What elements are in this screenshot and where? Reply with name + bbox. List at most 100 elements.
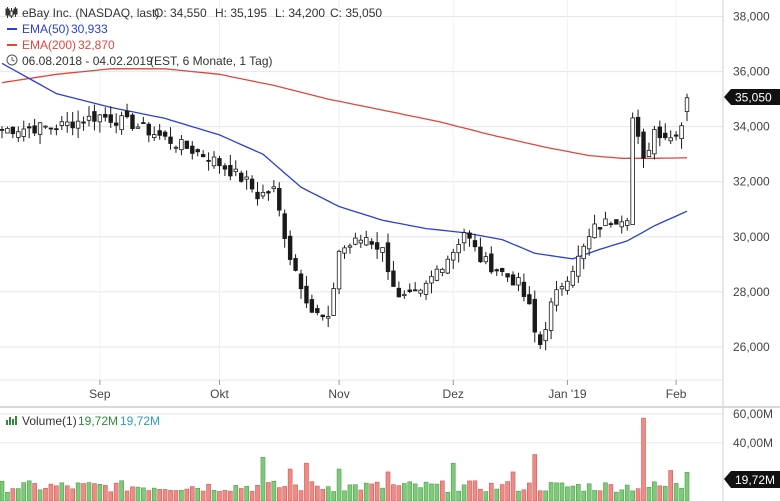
volume-bar-down	[184, 488, 190, 501]
date-tick-label: Jan '19	[548, 387, 587, 401]
date-tick-label: Feb	[666, 387, 687, 401]
ema200-legend-label: EMA(200)	[22, 38, 76, 52]
volume-bar-up	[570, 485, 576, 501]
volume-bar-up	[434, 483, 440, 501]
candle-up	[646, 149, 652, 158]
candle-down	[657, 126, 663, 139]
volume-bar-up	[673, 483, 679, 501]
candle-down	[26, 126, 32, 129]
candle-up	[244, 176, 249, 180]
volume-bar-down	[102, 485, 108, 501]
candle-up	[418, 289, 423, 294]
candle-up	[451, 251, 456, 261]
volume-bar-down	[43, 487, 48, 501]
candle-up	[603, 218, 608, 226]
candle-down	[663, 132, 668, 139]
candle-up	[668, 137, 673, 142]
volume-bar-up	[548, 482, 554, 501]
candle-down	[10, 126, 16, 135]
volume-bar-down	[527, 482, 532, 501]
legend-low: L: 34,200	[275, 6, 325, 20]
volume-bar-down	[54, 485, 59, 501]
candle-down	[369, 241, 374, 245]
price-tick-label: 34,000	[733, 120, 770, 134]
ema50-legend-value: 30,933	[71, 22, 108, 36]
last-price-tag: 35,050	[724, 89, 780, 105]
candle-up	[586, 236, 592, 250]
volume-bar-up	[347, 484, 353, 501]
volume-bar-up	[418, 487, 423, 501]
price-tick-label: 26,000	[733, 340, 770, 354]
candle-down	[103, 113, 108, 118]
ema200-legend-value: 32,870	[78, 38, 115, 52]
volume-bar-up	[603, 482, 608, 501]
volume-bar-up	[652, 481, 657, 501]
volume-bar-up	[260, 457, 266, 501]
candle-up	[570, 270, 576, 286]
volume-bar-up	[325, 486, 331, 501]
candle-up	[554, 289, 559, 306]
candle-down	[239, 172, 244, 182]
candle-down	[641, 131, 646, 159]
candle-up	[173, 146, 179, 149]
candle-down	[467, 232, 472, 239]
volume-bar-down	[657, 485, 663, 501]
candle-down	[124, 110, 130, 118]
candle-up	[543, 329, 548, 342]
candle-down	[282, 213, 287, 239]
candle-down	[277, 187, 282, 211]
volume-bar-down	[608, 484, 614, 501]
candle-up	[65, 121, 70, 126]
volume-bar-down	[32, 483, 37, 501]
candle-down	[54, 128, 59, 131]
volume-bar-up	[195, 488, 201, 501]
candle-down	[532, 298, 537, 333]
volume-bar-down	[249, 491, 255, 501]
candlestick-icon	[5, 7, 18, 18]
chart-legend: eBay Inc. (NASDAQ, last) O: 34,550 H: 35…	[5, 6, 382, 68]
volume-bar-down	[157, 489, 162, 501]
candle-up	[119, 115, 124, 131]
candle-up	[342, 247, 347, 254]
volume-bar-up	[402, 483, 407, 501]
price-tick-label: 32,000	[733, 175, 770, 189]
candle-up	[347, 245, 353, 248]
volume-bar-down	[113, 482, 119, 501]
volume-bar-down	[396, 485, 402, 501]
volume-bar-up	[141, 487, 146, 501]
candle-down	[157, 130, 162, 136]
candle-up	[43, 125, 48, 128]
legend-close: C: 35,050	[330, 6, 382, 20]
volume-bar-up	[86, 482, 92, 501]
candle-down	[190, 145, 195, 154]
candle-up	[679, 125, 684, 140]
volume-bar-up	[211, 489, 217, 501]
candle-up	[75, 120, 81, 129]
volume-bars-layer	[0, 417, 690, 501]
volume-bar-down	[369, 483, 374, 501]
volume-bar-up	[662, 485, 668, 501]
volume-bar-down	[315, 485, 320, 501]
volume-legend: Volume(1) 19,72M 19,72M	[6, 414, 160, 428]
volume-bar-down	[48, 483, 54, 501]
volume-bar-down	[206, 483, 211, 501]
candle-down	[0, 128, 5, 131]
candle-down	[48, 127, 54, 130]
volume-bar-down	[532, 454, 538, 501]
volume-bar-up	[59, 482, 65, 501]
candle-down	[635, 116, 641, 137]
candle-down	[108, 114, 113, 123]
volume-bar-down	[81, 483, 86, 501]
last-price-tag-text: 35,050	[735, 91, 772, 105]
volume-bar-up	[456, 490, 461, 501]
legend-period: 06.08.2018 - 04.02.2019	[22, 54, 153, 68]
volume-bar-up	[559, 482, 565, 501]
candle-down	[130, 114, 135, 130]
volume-bar-up	[331, 491, 336, 501]
price-tick-label: 30,000	[733, 230, 770, 244]
candle-down	[266, 191, 271, 194]
volume-bar-up	[119, 480, 124, 501]
date-tick-label: Sep	[89, 387, 111, 401]
volume-bar-up	[586, 483, 592, 501]
candle-down	[200, 154, 206, 158]
